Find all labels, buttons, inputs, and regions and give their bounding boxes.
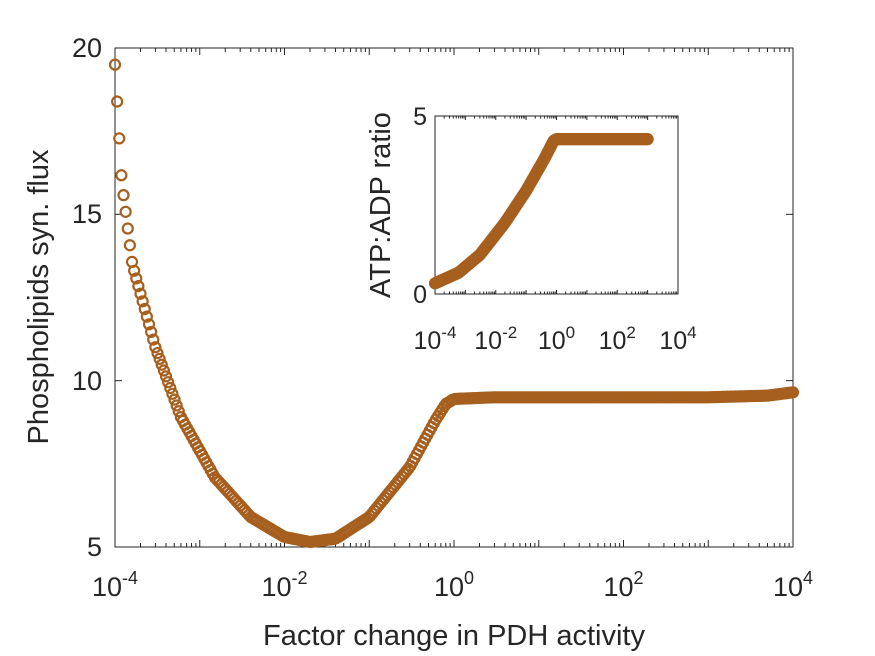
main-data-point bbox=[786, 386, 800, 399]
main-data-point bbox=[157, 364, 170, 377]
main-x-tick-labels: 10-4 10-2 100 102 104 bbox=[92, 568, 813, 602]
main-data-point bbox=[128, 264, 141, 277]
main-x-tick-label: 100 bbox=[434, 568, 474, 602]
main-data-point bbox=[145, 325, 158, 339]
main-data-point bbox=[138, 302, 151, 316]
main-data-point bbox=[119, 205, 132, 218]
main-data-point bbox=[140, 310, 153, 323]
main-y-tick-label: 10 bbox=[72, 366, 102, 396]
main-data-point bbox=[162, 376, 175, 389]
main-data-point bbox=[123, 239, 136, 252]
main-x-tick-label: 102 bbox=[603, 568, 643, 602]
inset-x-tick-labels: 10-4 10-2 100 102 104 bbox=[414, 323, 697, 355]
inset-x-tick-label: 100 bbox=[538, 323, 575, 355]
main-x-axis-label: Factor change in PDH activity bbox=[263, 620, 645, 652]
main-data-point bbox=[115, 169, 128, 182]
main-y-tick-label: 20 bbox=[72, 33, 102, 63]
main-data-point bbox=[132, 279, 145, 293]
inset-x-tick-label: 102 bbox=[599, 323, 636, 355]
main-x-tick-label: 10-2 bbox=[261, 568, 307, 602]
main-major-ticks bbox=[114, 47, 794, 548]
inset-y-tick-labels: 0 5 bbox=[413, 103, 427, 309]
inset-data-points bbox=[428, 133, 654, 290]
inset-data-point bbox=[641, 133, 654, 146]
main-data-point bbox=[147, 333, 160, 346]
main-data-point bbox=[155, 358, 168, 371]
main-x-tick-label: 104 bbox=[773, 568, 813, 602]
main-y-tick-label: 15 bbox=[72, 199, 102, 229]
main-data-points bbox=[108, 58, 800, 549]
main-data-point bbox=[159, 370, 173, 383]
main-y-tick-label: 5 bbox=[87, 532, 102, 562]
main-y-tick-labels: 5 10 15 20 bbox=[72, 33, 102, 562]
main-data-point bbox=[111, 95, 124, 108]
main-data-point bbox=[168, 393, 181, 406]
main-data-point bbox=[153, 352, 166, 365]
inset-major-ticks bbox=[434, 115, 679, 295]
main-y-axis-label: Phospholipids syn. flux bbox=[23, 149, 55, 444]
main-data-point bbox=[136, 295, 149, 308]
inset-minor-ticks bbox=[443, 116, 678, 294]
main-data-point bbox=[151, 346, 164, 360]
main-data-point bbox=[113, 132, 126, 145]
inset-y-tick-label: 0 bbox=[413, 281, 427, 309]
main-data-point bbox=[166, 387, 179, 400]
main-data-point bbox=[108, 58, 122, 71]
main-x-tick-label: 10-4 bbox=[92, 568, 138, 602]
inset-x-tick-label: 10-4 bbox=[414, 323, 457, 355]
inset-plot: 10-4 10-2 100 102 104 0 5 ATP:ADP ratio bbox=[365, 103, 697, 355]
main-data-point bbox=[164, 381, 177, 395]
main-data-point bbox=[117, 189, 130, 202]
inset-x-tick-label: 10-2 bbox=[474, 323, 517, 355]
inset-y-axis-label: ATP:ADP ratio bbox=[365, 112, 397, 298]
main-data-point bbox=[172, 405, 185, 418]
inset-x-tick-label: 104 bbox=[659, 323, 696, 355]
main-data-point bbox=[142, 318, 156, 331]
main-data-point bbox=[149, 341, 162, 354]
main-data-point bbox=[170, 399, 183, 412]
main-data-point bbox=[134, 287, 147, 300]
inset-y-tick-label: 5 bbox=[413, 103, 427, 131]
main-data-point bbox=[130, 272, 143, 285]
main-data-point bbox=[121, 222, 134, 235]
main-minor-ticks bbox=[140, 48, 790, 547]
